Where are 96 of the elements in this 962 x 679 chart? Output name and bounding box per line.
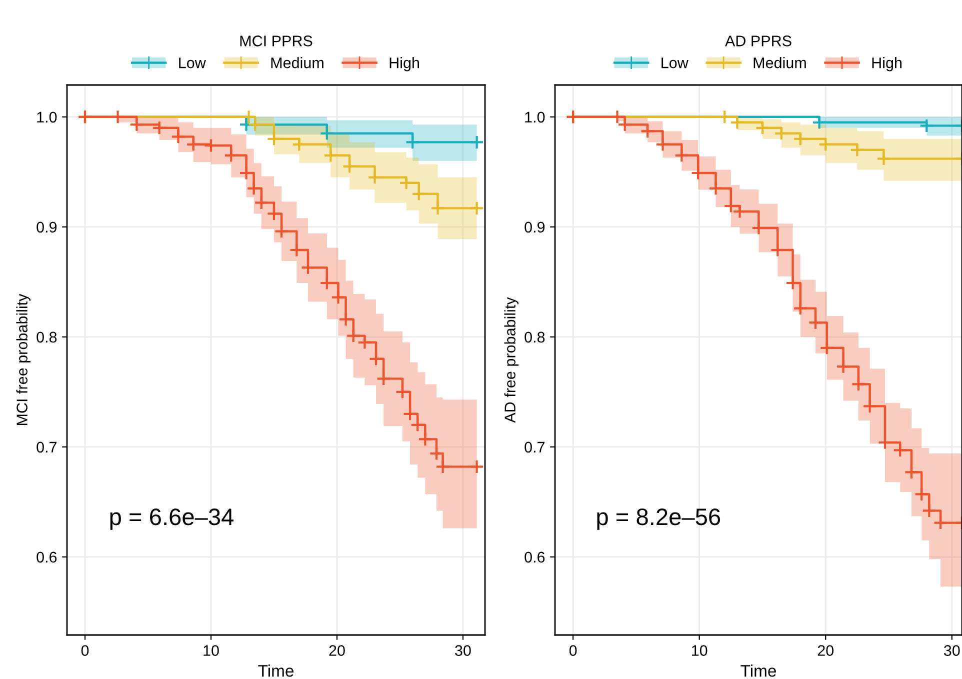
point — [851, 376, 866, 392]
point — [836, 359, 851, 374]
y-tick-label: 0.9 — [524, 222, 545, 233]
point — [402, 406, 418, 422]
point — [730, 115, 745, 130]
x-tick-label: 0 — [569, 645, 577, 656]
x-axis-title: Time — [740, 664, 776, 677]
legend-label: Low — [179, 58, 206, 68]
x-axis-title: Time — [258, 664, 294, 677]
point — [266, 132, 282, 146]
y-tick-label: 0.7 — [36, 442, 57, 453]
point — [755, 120, 770, 136]
point — [436, 459, 450, 474]
point — [610, 110, 625, 124]
point — [346, 328, 361, 344]
point — [186, 137, 201, 152]
y-axis-title: AD free probability — [504, 297, 518, 423]
y-tick-label: 0.8 — [36, 332, 57, 343]
point — [376, 371, 391, 386]
point — [812, 115, 827, 130]
point — [248, 117, 262, 132]
point — [674, 148, 689, 163]
point — [266, 206, 282, 221]
point — [914, 486, 929, 502]
point — [323, 148, 338, 163]
x-tick-label: 30 — [944, 645, 960, 656]
x-tick-label: 20 — [329, 645, 345, 656]
x-tick-label: 10 — [204, 645, 219, 656]
point — [412, 186, 426, 202]
y-axis-title: MCI free probability — [16, 294, 30, 425]
point — [919, 118, 934, 133]
point — [717, 110, 732, 124]
point — [892, 442, 908, 458]
x-tick-label: 20 — [818, 645, 834, 656]
point — [655, 137, 670, 152]
x-tick-label: 30 — [455, 645, 471, 656]
point — [395, 384, 410, 400]
point — [933, 516, 948, 530]
point — [470, 459, 484, 474]
point — [618, 117, 632, 132]
legend-label: Medium — [754, 57, 806, 68]
annotation: p = 6.6e–34 — [110, 508, 234, 530]
point — [418, 432, 432, 446]
point — [292, 137, 306, 152]
point — [410, 418, 425, 432]
point — [793, 301, 808, 316]
point — [330, 290, 346, 305]
point — [820, 340, 834, 356]
point — [405, 134, 420, 150]
point — [470, 200, 484, 216]
y-tick-label: 1.0 — [37, 112, 57, 123]
point — [904, 464, 919, 480]
point — [357, 335, 372, 350]
annotation: p = 8.2e–56 — [597, 508, 720, 530]
x-tick-label: 10 — [692, 645, 708, 656]
y-tick-label: 0.6 — [36, 552, 57, 563]
point — [640, 124, 655, 138]
legend-label: Medium — [271, 57, 324, 68]
point — [274, 224, 289, 239]
point — [430, 200, 446, 216]
point — [876, 151, 891, 166]
y-tick-label: 0.6 — [524, 552, 545, 563]
point — [850, 142, 864, 158]
point — [708, 181, 724, 196]
y-tick-label: 0.8 — [524, 332, 545, 343]
point — [808, 315, 823, 330]
point — [241, 110, 256, 124]
point — [793, 132, 808, 146]
y-tick-label: 0.7 — [524, 442, 545, 453]
point — [338, 312, 354, 327]
point — [254, 195, 269, 210]
point — [368, 352, 384, 366]
point — [862, 398, 878, 414]
point — [774, 126, 789, 141]
legend-label: High — [390, 57, 419, 72]
legend-title: AD PPRS — [724, 36, 792, 46]
legend-label: Low — [662, 58, 688, 68]
point — [300, 260, 316, 275]
point — [367, 170, 382, 185]
point — [170, 129, 186, 144]
y-tick-label: 1.0 — [525, 112, 545, 123]
x-tick-label: 0 — [81, 645, 89, 656]
legend-label: High — [872, 57, 902, 72]
point — [129, 117, 144, 132]
point — [398, 176, 414, 190]
point — [922, 503, 936, 518]
point — [320, 126, 334, 141]
point — [224, 148, 238, 163]
y-tick-label: 0.9 — [36, 222, 57, 233]
point — [246, 181, 262, 196]
legend-title: MCI PPRS — [240, 36, 312, 46]
point — [342, 159, 357, 174]
point — [470, 134, 484, 150]
point — [110, 110, 126, 124]
point — [818, 137, 833, 152]
point — [152, 120, 167, 136]
